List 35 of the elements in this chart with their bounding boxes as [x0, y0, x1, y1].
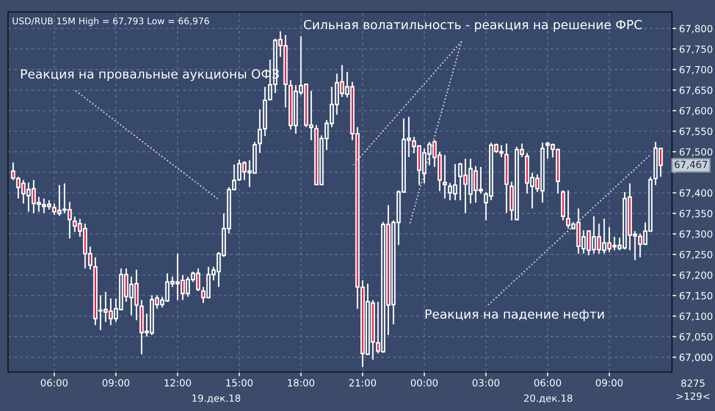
x-tick-label: 15:00: [226, 379, 253, 386]
y-tick-label: 67,150: [680, 292, 712, 300]
y-tick-label: 67,200: [680, 271, 712, 280]
y-tick-label: 67,350: [680, 210, 712, 218]
y-tick-label: 67,800: [680, 24, 712, 34]
x-tick-label: 03:00: [472, 379, 500, 386]
x-tick-label: 06:00: [534, 379, 561, 386]
candlestick: [442, 154, 447, 200]
x-tick-label: 09:00: [596, 379, 623, 386]
x-tick-label: 09:00: [102, 379, 130, 386]
text: >129<: [676, 392, 710, 400]
x-tick-label: 18:00: [288, 379, 314, 386]
y-tick-label: 67,500: [680, 148, 712, 157]
annotation: Реакция на падение нефти: [426, 309, 604, 322]
annotation: Сильная волатильность - реакция на решение ФРС: [304, 20, 642, 32]
text: 20.дек.18: [524, 394, 572, 404]
text: USD/RUB 15M High = 67,793 Low = 66,976: [12, 17, 210, 26]
y-tick-label: 67,550: [680, 128, 712, 136]
x-tick-label: 12:00: [164, 379, 191, 386]
x-tick-label: 21:00: [349, 379, 376, 386]
y-tick-label: 67,050: [680, 333, 712, 342]
annotation: 67,467: [674, 160, 708, 170]
y-tick-label: 67,250: [680, 250, 712, 260]
text: 19.дек.18: [192, 394, 240, 404]
y-tick-label: 67,700: [680, 66, 712, 74]
y-tick-label: 67,300: [680, 230, 712, 239]
text: 8275: [681, 379, 705, 387]
y-tick-label: 67,400: [680, 189, 712, 198]
y-tick-label: 67,600: [680, 107, 712, 116]
y-tick-label: 67,100: [680, 312, 712, 321]
y-tick-label: 67,750: [680, 45, 712, 54]
x-tick-label: 06:00: [40, 379, 68, 386]
y-tick-label: 67,650: [680, 86, 712, 95]
y-tick-label: 67,000: [680, 354, 712, 362]
x-tick-label: 00:00: [410, 379, 438, 386]
